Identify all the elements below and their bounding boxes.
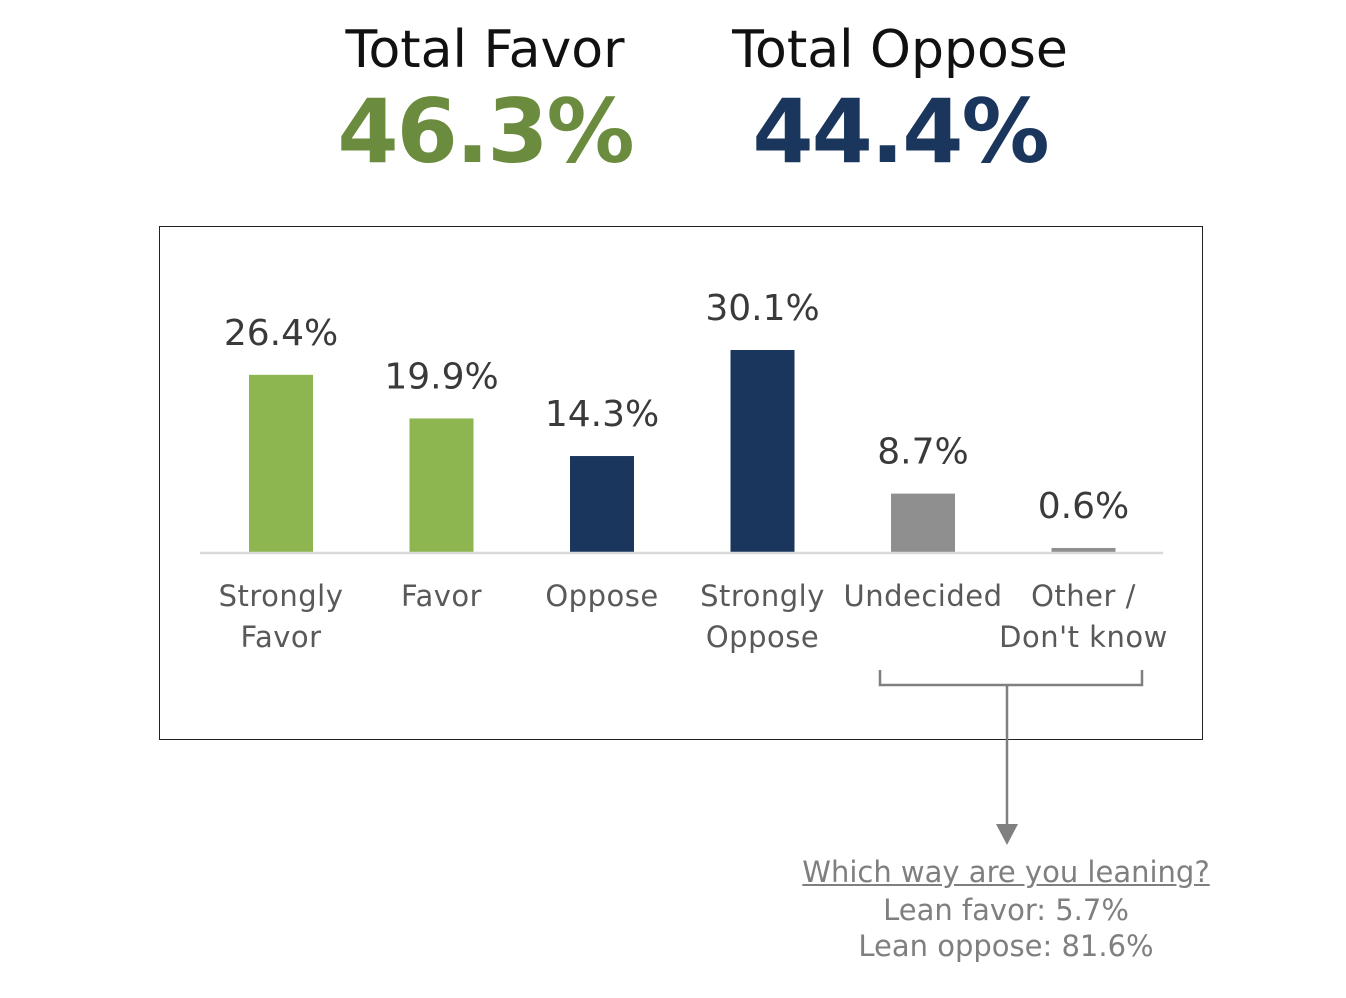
category-label: Other / xyxy=(1031,579,1136,613)
category-label: Favor xyxy=(240,620,321,654)
category-label: Undecided xyxy=(843,579,1002,613)
bar xyxy=(249,374,313,552)
bar xyxy=(730,350,795,552)
total-oppose: Total Oppose 44.4% xyxy=(690,18,1110,182)
leaning-followup: Which way are you leaning? Lean favor: 5… xyxy=(790,852,1222,964)
bar-value-label: 19.9% xyxy=(384,356,498,397)
category-label: Don't know xyxy=(999,620,1168,654)
lean-oppose-text: Lean oppose: 81.6% xyxy=(858,929,1154,963)
arrow-down-icon xyxy=(996,824,1018,845)
total-favor: Total Favor 46.3% xyxy=(300,18,670,182)
bar-value-label: 14.3% xyxy=(545,394,659,435)
bar xyxy=(570,456,634,552)
bar-value-label: 0.6% xyxy=(1038,486,1129,527)
bar-value-label: 30.1% xyxy=(705,288,819,329)
total-favor-label: Total Favor xyxy=(345,20,625,80)
bar xyxy=(409,418,474,552)
category-label: Strongly xyxy=(219,579,344,613)
bar-value-label: 26.4% xyxy=(224,313,338,354)
chart-frame xyxy=(159,226,1203,740)
total-oppose-value: 44.4% xyxy=(752,80,1049,183)
category-label: Oppose xyxy=(545,579,658,613)
bar xyxy=(1051,547,1116,552)
category-label: Favor xyxy=(401,579,482,613)
totals-header: Total Favor 46.3% Total Oppose 44.4% xyxy=(0,18,1346,188)
category-label: Strongly xyxy=(700,579,825,613)
total-oppose-label: Total Oppose xyxy=(732,20,1068,80)
bar xyxy=(891,493,955,552)
lean-favor-text: Lean favor: 5.7% xyxy=(883,893,1129,927)
leaning-question: Which way are you leaning? xyxy=(802,855,1210,889)
total-favor-value: 46.3% xyxy=(337,80,634,183)
bar-value-label: 8.7% xyxy=(877,432,968,473)
group-bracket xyxy=(878,670,1144,687)
category-label: Oppose xyxy=(706,620,819,654)
